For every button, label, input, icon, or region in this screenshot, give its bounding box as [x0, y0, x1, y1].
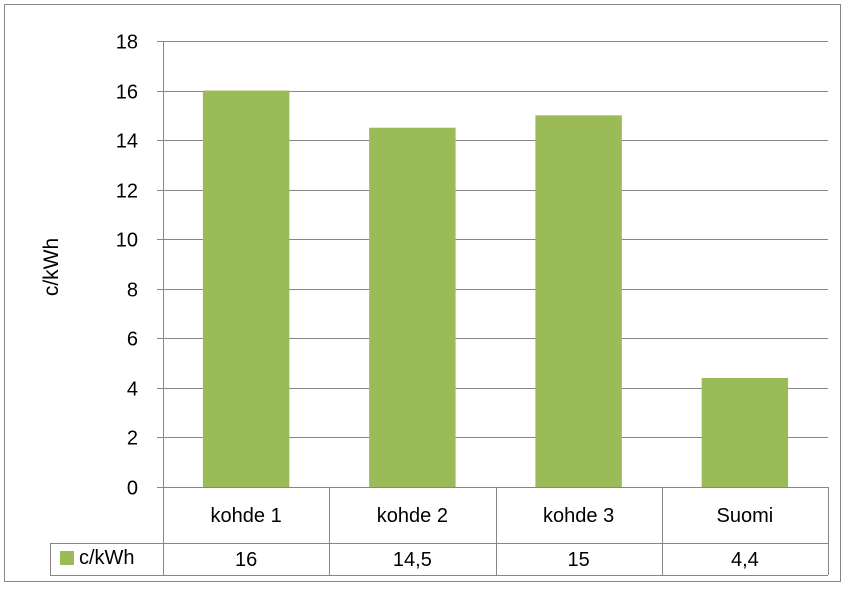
- x-category-label: kohde 3: [543, 505, 614, 527]
- legend-swatch: [60, 551, 74, 565]
- data-table-value: 14,5: [393, 549, 432, 571]
- y-tick-label: 12: [116, 181, 138, 203]
- y-tick-label: 0: [127, 478, 138, 500]
- data-table-value: 15: [568, 549, 590, 571]
- y-tick-label: 2: [127, 428, 138, 450]
- bar: [369, 127, 456, 487]
- x-category-label: kohde 1: [211, 505, 282, 527]
- y-tick-label: 8: [127, 280, 138, 302]
- legend-label: c/kWh: [79, 547, 135, 569]
- y-tick-label: 10: [116, 230, 138, 252]
- y-tick-label: 6: [127, 329, 138, 351]
- y-axis-ticks: 0 2 4 6 8 10 12 14 16 18: [116, 32, 138, 500]
- bar: [535, 115, 622, 487]
- y-tick-label: 18: [116, 32, 138, 54]
- bar: [701, 377, 789, 487]
- y-tick-label: 16: [116, 82, 138, 104]
- y-axis-label: c/kWh: [40, 238, 63, 296]
- data-table-value: 16: [235, 549, 257, 571]
- x-category-label: Suomi: [717, 505, 774, 527]
- data-table-value: 4,4: [731, 549, 759, 571]
- y-tick-label: 4: [127, 379, 138, 401]
- y-tick-label: 14: [116, 131, 138, 153]
- bar: [202, 90, 290, 488]
- x-category-label: kohde 2: [377, 505, 448, 527]
- bars: [202, 90, 789, 488]
- data-table: kohde 1 kohde 2 kohde 3 Suomi c/kWh 16 14,5 15 4…: [50, 487, 829, 576]
